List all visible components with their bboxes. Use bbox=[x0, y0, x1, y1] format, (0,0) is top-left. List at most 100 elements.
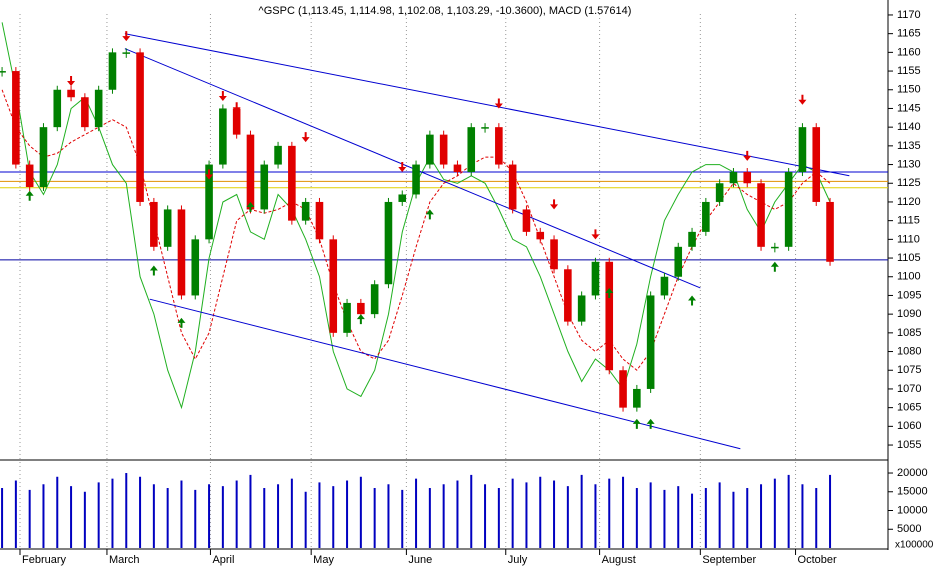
volume-bar bbox=[235, 480, 238, 548]
candle bbox=[343, 302, 351, 333]
volume-bar bbox=[415, 478, 418, 548]
volume-bar bbox=[760, 484, 763, 548]
volume-bar bbox=[773, 478, 776, 548]
candle bbox=[301, 201, 310, 221]
candle bbox=[564, 269, 572, 322]
x-tick-label: March bbox=[109, 554, 140, 566]
candle bbox=[426, 134, 434, 165]
candle bbox=[467, 127, 476, 173]
volume-bar bbox=[401, 489, 404, 548]
volume-bar bbox=[594, 484, 597, 548]
buy-signal bbox=[688, 295, 697, 306]
y-tick-label: 1115 bbox=[897, 215, 920, 227]
y-tick-label: 1055 bbox=[897, 439, 921, 451]
y-tick-label: 1170 bbox=[897, 9, 921, 21]
y-tick-label: 1140 bbox=[897, 121, 921, 133]
sell-signal bbox=[218, 90, 227, 101]
buy-signal bbox=[770, 261, 779, 272]
buy-signal bbox=[246, 201, 255, 212]
volume-bar bbox=[277, 484, 280, 548]
volume-bar bbox=[428, 488, 431, 548]
volume-bar bbox=[346, 480, 349, 548]
volume-tick-label: 10000 bbox=[897, 504, 928, 516]
y-tick-label: 1155 bbox=[897, 65, 921, 77]
volume-bar bbox=[484, 484, 487, 548]
candle bbox=[619, 370, 627, 408]
volume-bar bbox=[83, 491, 86, 548]
candle bbox=[481, 127, 489, 129]
y-tick-label: 1130 bbox=[897, 158, 921, 170]
y-tick-label: 1160 bbox=[897, 46, 921, 58]
volume-bar bbox=[539, 476, 542, 548]
candle bbox=[384, 201, 393, 285]
volume-bar bbox=[111, 478, 114, 548]
volume-bar bbox=[263, 488, 266, 548]
sell-signal bbox=[619, 375, 628, 386]
candle bbox=[743, 172, 752, 184]
candle bbox=[122, 52, 131, 54]
sell-signal bbox=[798, 94, 807, 105]
candle bbox=[12, 71, 20, 165]
volume-bar bbox=[511, 478, 514, 548]
volume-bar bbox=[649, 482, 652, 548]
volume-bar bbox=[691, 493, 694, 548]
candle bbox=[660, 276, 669, 296]
x-tick-label: June bbox=[408, 554, 432, 566]
candle bbox=[288, 145, 296, 221]
volume-bar bbox=[677, 486, 680, 548]
candle bbox=[329, 239, 338, 333]
volume-bar bbox=[829, 474, 832, 548]
candle bbox=[163, 209, 172, 247]
volume-bar bbox=[553, 480, 556, 548]
x-tick-label: August bbox=[602, 554, 636, 566]
y-tick-label: 1085 bbox=[897, 327, 921, 339]
volume-bar bbox=[622, 476, 625, 548]
volume-unit: x100000 bbox=[895, 540, 934, 551]
candle bbox=[260, 164, 269, 210]
volume-tick-label: 15000 bbox=[897, 486, 928, 498]
volume-bar bbox=[608, 478, 611, 548]
y-tick-label: 1105 bbox=[897, 252, 921, 264]
candle bbox=[398, 194, 407, 202]
volume-bar bbox=[332, 486, 335, 548]
y-tick-label: 1120 bbox=[897, 196, 921, 208]
candle bbox=[94, 89, 103, 128]
sell-signal bbox=[591, 229, 600, 240]
volume-bar bbox=[304, 491, 307, 548]
y-tick-label: 1095 bbox=[897, 289, 921, 301]
volume-bar bbox=[497, 488, 500, 548]
volume-bar bbox=[70, 486, 73, 548]
candle bbox=[757, 183, 765, 247]
buy-signal bbox=[605, 287, 614, 298]
y-tick-label: 1135 bbox=[897, 140, 921, 152]
candle bbox=[232, 108, 241, 135]
y-tick-label: 1100 bbox=[897, 271, 921, 283]
x-tick-label: September bbox=[702, 554, 756, 566]
sell-signal bbox=[67, 76, 76, 87]
volume-bar bbox=[359, 476, 362, 548]
volume-bar bbox=[194, 489, 197, 548]
volume-bar bbox=[139, 476, 142, 548]
candle bbox=[108, 52, 117, 90]
sell-signal bbox=[301, 132, 310, 143]
candle bbox=[798, 127, 807, 173]
buy-signal bbox=[177, 317, 186, 328]
volume-bar bbox=[180, 480, 183, 548]
volume-bar bbox=[208, 484, 211, 548]
candle bbox=[453, 164, 462, 173]
sell-signal bbox=[550, 199, 559, 210]
buy-signal bbox=[632, 418, 641, 429]
volume-bar bbox=[470, 474, 473, 548]
candle bbox=[688, 231, 696, 247]
volume-bar bbox=[525, 482, 528, 548]
volume-bar bbox=[318, 482, 321, 548]
candle bbox=[274, 145, 282, 165]
candle bbox=[81, 97, 89, 128]
trend-line bbox=[149, 298, 741, 450]
volume-bar bbox=[387, 484, 390, 548]
sell-signal bbox=[494, 98, 503, 109]
candle bbox=[315, 201, 324, 240]
y-tick-label: 1080 bbox=[897, 345, 921, 357]
sell-signal bbox=[205, 169, 214, 180]
candle bbox=[605, 261, 614, 371]
